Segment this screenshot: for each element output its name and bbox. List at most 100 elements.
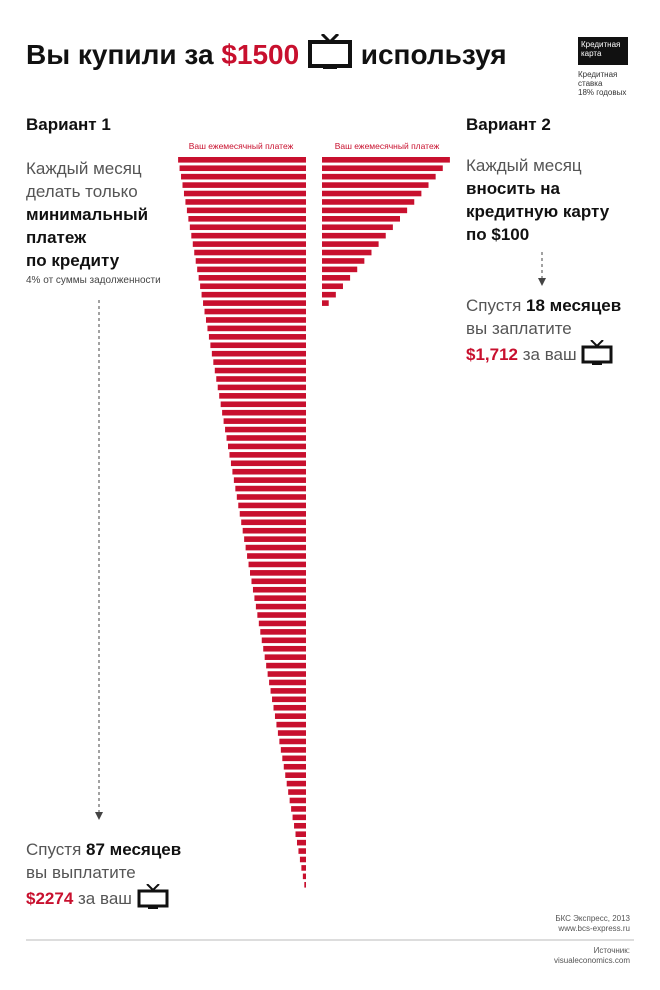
note: 4% от суммы задолженности [26,275,161,286]
bar [216,376,306,382]
bar [322,275,351,281]
bar [220,401,306,408]
text: минимальный [26,205,149,224]
bar [322,182,429,188]
bar [301,865,306,871]
chart-title: Ваш ежемесячный платеж [335,141,440,151]
variant-heading: Вариант 2 [466,115,551,134]
text: за ваш [78,889,132,908]
months: 18 месяцев [526,296,622,315]
rate-value: 18% годовых [578,88,627,97]
title-price: $1500 [221,39,300,70]
source-value: visualeconomics.com [553,956,630,965]
bar [241,519,306,526]
bar [322,266,358,273]
bar [230,460,306,467]
bar [245,544,306,551]
bar [203,300,306,306]
title-text: используя [360,39,507,70]
bar [228,443,306,450]
bar [233,477,306,483]
rate: Кредитная ставка 18% годовых [578,70,638,97]
bar [257,612,306,618]
bar [226,435,306,441]
bar [322,232,386,239]
bar [247,553,306,559]
bar [192,241,306,247]
bar [322,241,379,247]
bar [280,747,306,753]
bar [292,814,306,821]
bar [194,249,306,256]
arrow-head [538,278,546,286]
bar [185,199,306,205]
bar [205,317,306,323]
bar [229,452,306,458]
arrow-head [95,812,103,820]
bar [201,291,306,298]
bar [322,249,372,256]
bar [273,704,306,711]
bar [232,468,306,475]
tv-icon [581,339,613,365]
tv-icon [307,32,352,69]
bar [235,485,306,492]
bar [322,173,436,180]
bar [304,881,306,888]
bar [195,258,306,264]
bar [266,662,306,669]
bar [270,688,306,694]
source-label: Источник: [593,946,630,955]
bar [289,797,306,804]
bar [277,730,306,736]
variant1-text: Каждый месяц делать только минимальный п… [26,157,186,290]
bar [178,157,306,163]
bar [322,207,408,214]
bar [189,224,306,231]
bar [264,654,306,660]
bar [186,207,306,214]
chart-title: Ваш ежемесячный платеж [189,141,294,151]
bar [295,831,306,837]
bar [285,772,306,778]
bar [294,822,306,829]
bar [198,275,306,281]
bar [242,527,306,534]
bar [214,367,306,374]
bar [225,426,306,433]
bar [279,738,306,745]
bar [274,713,306,719]
credits: БКС Экспресс, 2013 www.bcs-express.ru [555,914,630,934]
bar [298,848,306,854]
bar [239,511,306,517]
bar [282,755,306,762]
text: Каждый месяц [466,156,582,175]
bar [254,595,306,601]
bar [267,671,306,677]
tv-icon [137,883,169,909]
text: по кредиту [26,251,120,270]
variant-heading: Вариант 1 [26,115,111,134]
text: Спустя [466,296,522,315]
text: вы заплатите [466,319,572,338]
variant2-text: Каждый месяц вносить на кредитную карту … [466,154,646,246]
text: Спустя [26,840,82,859]
total: $2274 [26,889,74,908]
bar [263,645,306,652]
bar [217,384,306,391]
bar [322,291,336,298]
source: Источник: visualeconomics.com [554,946,630,966]
bar [322,216,400,222]
bar [250,570,306,576]
bar [204,308,306,315]
bar [261,637,306,644]
bar [191,232,306,239]
bar [213,359,306,365]
bar [188,216,306,222]
bar [322,199,415,205]
text: вы выплатите [26,863,136,882]
bar [200,283,306,290]
text: делать только [26,182,138,201]
